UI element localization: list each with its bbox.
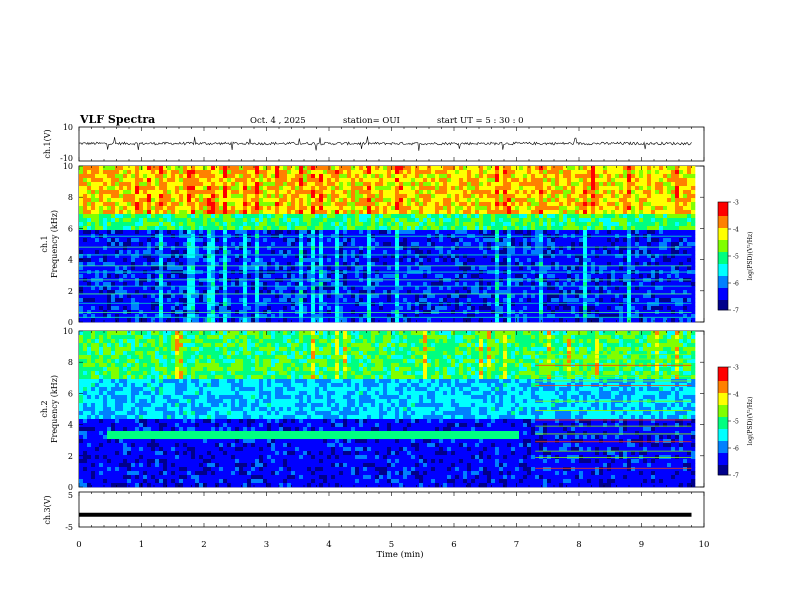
x-tick-label: 0 — [76, 540, 81, 550]
cbar1-tick-label: -4 — [733, 227, 739, 234]
station-label: station= OUI — [343, 116, 400, 126]
spec2-ytick-label: 0 — [68, 483, 73, 492]
spec1-ytick-label: 8 — [68, 193, 73, 202]
ch2-spec-ticks — [78, 330, 705, 488]
ch3-ylabel: ch.3(V) — [43, 495, 52, 524]
spec1-ytick-label: 4 — [68, 256, 73, 265]
start-ut-label: start UT = 5 : 30 : 0 — [437, 116, 524, 126]
figure-title: VLF Spectra — [79, 113, 155, 126]
x-tick-label: 3 — [264, 540, 269, 550]
spec2-ytick-label: 8 — [68, 358, 73, 367]
x-tick-label: 6 — [451, 540, 456, 550]
ch1-ytick-top: 10 — [63, 123, 73, 132]
ch1-waveform-line — [79, 136, 692, 151]
ch1-waveform-panel: 10 -10 ch.1(V) — [43, 123, 705, 163]
x-tick-label: 4 — [326, 540, 331, 550]
ch2-colorbar-ticklabels: -3 -4 -5 -6 -7 — [733, 365, 739, 480]
cbar2-tick-label: -4 — [733, 392, 739, 399]
ch3-ytick-top: 5 — [68, 491, 73, 500]
x-axis-label: Time (min) — [376, 549, 423, 560]
ch1-ylabel: ch.1(V) — [43, 129, 52, 158]
cbar1-tick-label: -5 — [733, 254, 739, 261]
ch1-ytick-bottom: -10 — [60, 154, 73, 163]
spec2-ytick-label: 4 — [68, 421, 73, 430]
ch1-colorbar-label: log(PSD)(V²/Hz) — [747, 232, 754, 281]
ch2-spec-ylabel: Frequency (kHz) — [50, 375, 59, 443]
date-label: Oct. 4 , 2025 — [250, 116, 306, 126]
spec1-ytick-label: 2 — [68, 287, 73, 296]
cbar2-tick-label: -5 — [733, 419, 739, 426]
ch1-spec-label: ch.1 — [40, 235, 49, 252]
ch1-spec-ticks — [78, 165, 705, 323]
ch1-colorbar — [717, 201, 731, 311]
ch2-spec-yticklabels: 0 2 4 6 8 10 — [63, 327, 73, 492]
ch1-ticks — [78, 127, 705, 161]
ch1-spec-yticklabels: 0 2 4 6 8 10 — [63, 162, 73, 327]
cbar2-tick-label: -6 — [733, 446, 739, 453]
ch1-spec-ylabel: Frequency (kHz) — [50, 210, 59, 278]
x-axis-ticklabels: 0 1 2 3 4 5 6 7 8 9 10 — [76, 540, 709, 550]
cbar1-tick-label: -6 — [733, 281, 739, 288]
spec1-ytick-label: 10 — [63, 162, 73, 171]
cbar1-tick-label: -7 — [733, 308, 739, 315]
ch3-frame — [78, 491, 705, 528]
x-tick-label: 7 — [514, 540, 519, 550]
cbar1-tick-label: -3 — [733, 200, 739, 207]
spec2-ytick-label: 10 — [63, 327, 73, 336]
x-tick-label: 5 — [389, 540, 394, 550]
x-tick-label: 10 — [699, 540, 710, 550]
cbar2-tick-label: -3 — [733, 365, 739, 372]
ch3-ytick-bottom: -5 — [65, 523, 73, 532]
ch2-spec-label: ch.2 — [40, 400, 49, 417]
ch1-spectrogram-image — [79, 166, 696, 323]
ch2-colorbar-label: log(PSD)(V²/Hz) — [747, 397, 754, 446]
spec1-ytick-label: 6 — [68, 224, 73, 233]
spec2-ytick-label: 6 — [68, 389, 73, 398]
ch3-ticks — [78, 492, 705, 527]
cbar2-tick-label: -7 — [733, 473, 739, 480]
ch2-colorbar — [717, 366, 731, 476]
x-tick-label: 9 — [639, 540, 644, 550]
spec2-ytick-label: 2 — [68, 452, 73, 461]
x-tick-label: 1 — [139, 540, 144, 550]
x-tick-label: 2 — [201, 540, 206, 550]
ch1-colorbar-ticklabels: -3 -4 -5 -6 -7 — [733, 200, 739, 315]
spec1-ytick-label: 0 — [68, 318, 73, 327]
ch2-spectrogram-image — [79, 331, 696, 488]
ch3-line-panel: 5 -5 ch.3(V) — [43, 491, 705, 532]
x-tick-label: 8 — [576, 540, 581, 550]
